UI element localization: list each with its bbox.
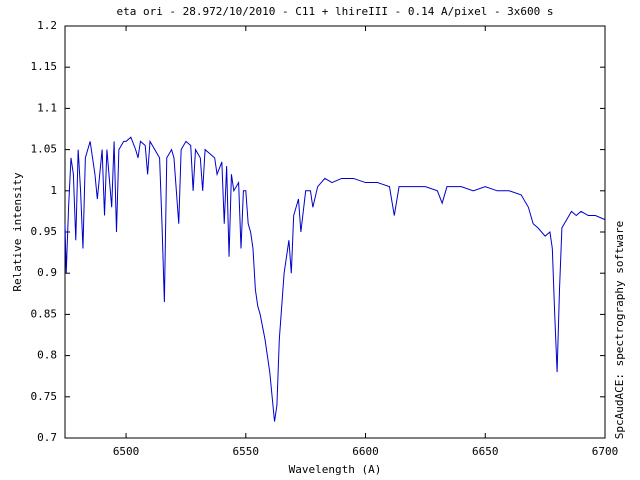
y-tick-label: 0.95	[31, 225, 58, 238]
y-tick-label: 1.2	[37, 19, 57, 32]
y-tick-label: 1.1	[37, 101, 57, 114]
x-tick-label: 6600	[352, 445, 379, 458]
y-tick-label: 1	[50, 184, 57, 197]
y-tick-label: 0.75	[31, 390, 58, 403]
spectrum-line	[64, 136, 606, 422]
x-tick-label: 6500	[113, 445, 140, 458]
y-tick-label: 0.85	[31, 307, 58, 320]
side-note: SpcAudACE: spectrography software	[613, 221, 626, 440]
x-tick-label: 6650	[472, 445, 499, 458]
y-axis-label: Relative intensity	[11, 172, 24, 292]
x-tick-label: 6700	[592, 445, 619, 458]
y-tick-label: 0.9	[37, 266, 57, 279]
y-tick-label: 0.7	[37, 431, 57, 444]
y-tick-label: 1.05	[31, 143, 58, 156]
y-tick-label: 1.15	[31, 60, 58, 73]
chart-title: eta ori - 28.972/10/2010 - C11 + lhireII…	[116, 5, 553, 18]
plot-frame	[64, 25, 606, 439]
y-tick-label: 0.8	[37, 349, 57, 362]
x-tick-label: 6550	[233, 445, 260, 458]
x-axis-label: Wavelength (A)	[289, 463, 382, 476]
